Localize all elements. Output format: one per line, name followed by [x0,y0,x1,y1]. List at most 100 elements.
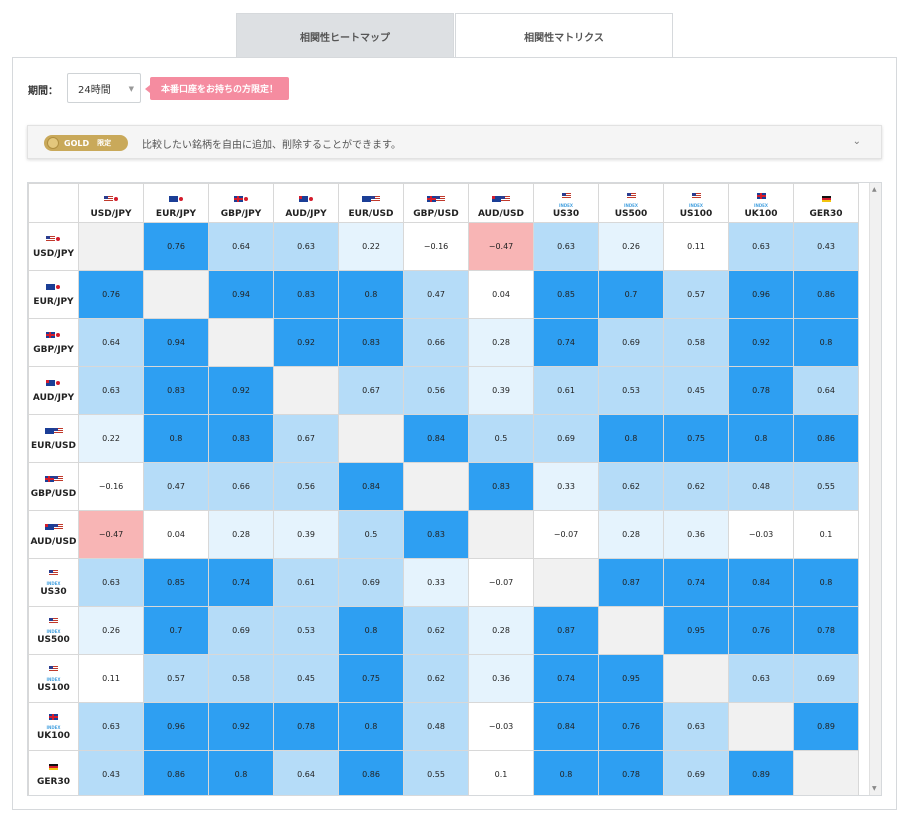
correlation-cell: 0.11 [663,222,729,271]
correlation-cell: 0.62 [403,654,469,703]
correlation-cell: 0.69 [598,318,664,367]
dropdown-caret-icon: ▼ [128,85,134,93]
correlation-cell: 0.84 [338,462,404,511]
symbol-label: GER30 [809,209,843,219]
symbol-label: EUR/JPY [33,297,74,307]
correlation-cell: −0.03 [728,510,794,559]
diagonal-cell [338,414,404,463]
row-header: GBP/JPY [28,318,79,367]
correlation-cell: 0.8 [143,414,209,463]
correlation-cell: 0.43 [78,750,144,795]
flag-jp-icon [112,195,119,202]
correlation-cell: −0.47 [78,510,144,559]
tab-correlation-heatmap[interactable]: 相関性ヒートマップ [236,13,454,58]
correlation-cell: 0.39 [273,510,339,559]
correlation-cell: −0.16 [78,462,144,511]
correlation-cell: 0.87 [598,558,664,607]
correlation-cell: 0.04 [468,270,534,319]
flag-eu-icon [44,427,54,434]
correlation-cell: 0.76 [78,270,144,319]
flag-us-icon [53,475,63,482]
diagonal-cell [533,558,599,607]
correlation-cell: 0.61 [273,558,339,607]
correlation-cell: 0.47 [403,270,469,319]
correlation-cell: 0.78 [728,366,794,415]
flag-us-icon [49,618,58,624]
correlation-cell: 0.96 [143,702,209,751]
gold-badge-label: GOLD [64,138,90,148]
correlation-cell: 0.63 [533,222,599,271]
scroll-down-icon[interactable]: ▼ [872,785,877,792]
correlation-cell: 0.64 [208,222,274,271]
index-tag: INDEX [689,203,703,208]
correlation-cell: 0.92 [208,702,274,751]
diagonal-cell [78,222,144,271]
symbol-label: US30 [552,209,580,219]
flag-us-icon [436,195,445,202]
correlation-cell: 0.92 [208,366,274,415]
table-row: GER30 0.43 0.86 0.8 0.64 0.86 0.55 0.1 0.8 0.78 0.… [28,750,859,795]
correlation-cell: 0.28 [598,510,664,559]
correlation-cell: 0.26 [598,222,664,271]
flag-jp-icon [177,195,184,202]
index-tag: INDEX [46,628,61,634]
tab-correlation-matrix[interactable]: 相関性マトリクス [455,13,673,59]
flag-gb-icon [44,475,54,482]
flag-group [209,194,273,204]
correlation-cell: 0.63 [78,558,144,607]
correlation-cell: 0.53 [598,366,664,415]
row-header: USD/JPY [28,222,79,271]
correlation-cell: 0.75 [338,654,404,703]
chevron-down-icon[interactable]: ⌄ [852,136,861,147]
row-header: GBP/USD [28,462,79,511]
period-label: 期間： [28,86,58,97]
symbol-label: AUD/USD [477,209,524,219]
correlation-cell: −0.07 [533,510,599,559]
flag-eu-icon [168,195,178,202]
period-value: 24時間 [78,84,111,96]
symbol-label: EUR/USD [31,441,76,451]
correlation-cell: −0.03 [468,702,534,751]
correlation-cell: 0.1 [793,510,859,559]
period-select[interactable]: 24時間 ▼ [67,73,141,103]
correlation-cell: 0.63 [78,702,144,751]
correlation-cell: 0.83 [468,462,534,511]
correlation-cell: 0.04 [143,510,209,559]
correlation-cell: 0.92 [728,318,794,367]
correlation-cell: 0.45 [663,366,729,415]
correlation-cell: 0.66 [403,318,469,367]
corner-cell [28,183,79,223]
diagonal-cell [143,270,209,319]
correlation-cell: 0.85 [533,270,599,319]
correlation-cell: 0.5 [338,510,404,559]
flag-group [79,194,143,204]
column-header: INDEX UK100 [728,183,794,223]
live-account-promo-badge: 本番口座をお持ちの方限定！ [144,77,290,100]
column-header: AUD/USD [468,183,534,223]
correlation-cell: 0.63 [78,366,144,415]
vertical-scrollbar[interactable]: ▲ ▼ [869,183,881,795]
flag-group [729,191,793,201]
flag-us-icon [53,523,63,530]
flag-us-icon [501,195,510,202]
correlation-cell: 0.62 [663,462,729,511]
table-row: USD/JPY 0.76 0.64 0.63 0.22 −0.16 −0.47 0.63 0.2… [28,222,859,271]
correlation-cell: 0.84 [728,558,794,607]
table-row: AUD/JPY 0.63 0.83 0.92 0.67 0.56 0.39 0.61 0.53 0… [28,366,859,415]
flag-group [29,282,78,292]
correlation-cell: 0.45 [273,654,339,703]
correlation-cell: 0.62 [403,606,469,655]
correlation-cell: 0.64 [78,318,144,367]
flag-group [29,234,78,244]
table-row: GBP/USD −0.16 0.47 0.66 0.56 0.84 0.83 0.33 0.62… [28,462,859,511]
diagonal-cell [468,510,534,559]
correlation-cell: 0.43 [793,222,859,271]
flag-group [29,474,78,484]
correlation-cell: 0.1 [468,750,534,795]
scroll-up-icon[interactable]: ▲ [872,186,877,193]
table-row: INDEX UK100 0.63 0.96 0.92 0.78 0.8 0.48 −0.03 0.… [28,702,859,751]
gold-feature-bar[interactable]: GOLD 限定 比較したい銘柄を自由に追加、削除することができます。 ⌄ [27,125,882,159]
correlation-cell: 0.63 [728,654,794,703]
table-row: GBP/JPY 0.64 0.94 0.92 0.83 0.66 0.28 0.74 0.69 0… [28,318,859,367]
row-header: INDEX US100 [28,654,79,703]
